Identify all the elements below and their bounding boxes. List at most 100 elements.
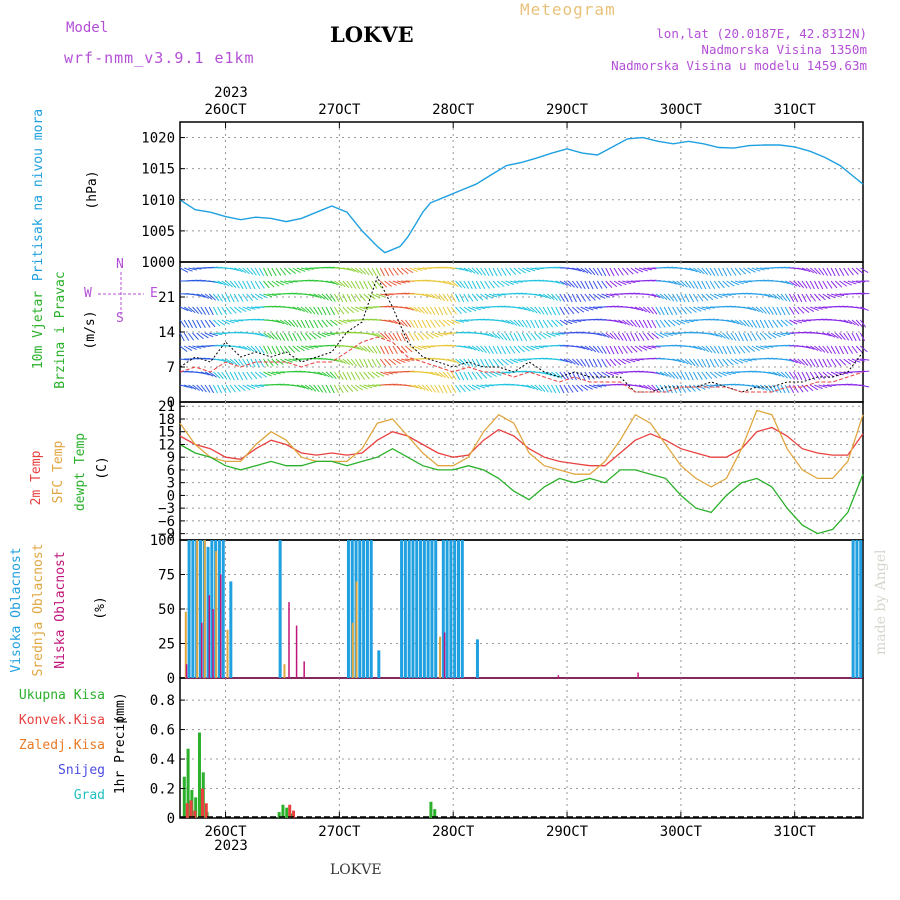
wind-barb	[238, 306, 247, 312]
wind-compass: N S W E	[84, 257, 158, 326]
wind-barb	[851, 267, 859, 275]
wind-barb	[601, 293, 611, 298]
wind-barb	[818, 280, 824, 290]
wind-barb	[209, 332, 218, 337]
wind-barb	[492, 280, 500, 288]
wind-barb	[684, 293, 690, 303]
wind-barb	[692, 293, 699, 302]
wind-barb	[538, 306, 545, 315]
wind-barb	[855, 267, 864, 274]
wind-barb	[818, 293, 826, 301]
wind-barb	[213, 280, 223, 285]
wind-barb	[367, 267, 374, 276]
wind-barb	[188, 267, 198, 271]
wind-barb	[388, 371, 398, 374]
wind-barb	[254, 371, 263, 379]
total-precip-bar	[197, 732, 201, 818]
wind-barb	[471, 358, 478, 368]
wind-barb	[768, 332, 777, 339]
wind-barb	[860, 345, 868, 353]
wind-barb	[605, 345, 611, 355]
wind-barb	[200, 371, 210, 376]
wind-barb	[426, 293, 435, 299]
wind-barb	[805, 371, 811, 381]
wind-barb	[797, 293, 803, 303]
wind-barb	[701, 280, 707, 290]
wind-barb	[430, 384, 437, 393]
model-version: wrf-nmm_v3.9.1 e1km	[64, 49, 255, 67]
wind-barb	[797, 319, 807, 323]
wind-barb	[225, 293, 231, 303]
wind-barb	[705, 267, 712, 276]
wind-barb	[450, 371, 457, 380]
wind-barb	[672, 306, 678, 316]
wind-barb	[492, 293, 502, 297]
wind-barb	[275, 267, 282, 276]
wind-barb	[743, 345, 751, 353]
wind-barb	[484, 332, 494, 338]
wind-barb	[588, 384, 598, 389]
wind-barb	[204, 371, 214, 377]
high-cloud-bar	[475, 639, 479, 678]
low-cloud-bar	[443, 632, 446, 678]
wind-barb	[229, 358, 238, 366]
wind-barb	[730, 280, 740, 286]
wind-barb	[367, 293, 376, 300]
wind-barb	[630, 319, 637, 328]
wind-barb	[659, 384, 666, 393]
wind-barb	[513, 345, 521, 354]
wind-barb	[734, 332, 741, 342]
wind-barb	[204, 293, 213, 300]
wind-barb	[801, 306, 810, 313]
wind-barb	[459, 267, 469, 272]
wind-barb	[538, 319, 544, 329]
wind-barb	[609, 280, 618, 288]
wind-barb	[267, 332, 275, 340]
wind-barb	[196, 306, 203, 315]
wind-barb	[730, 319, 740, 325]
wind-barb	[500, 332, 508, 341]
wind-barb	[401, 306, 411, 310]
wind-barb	[672, 319, 681, 326]
wind-barb	[651, 345, 661, 348]
wind-barb	[438, 384, 444, 394]
compass-w-label: W	[84, 286, 92, 301]
wind-barb	[237, 371, 244, 381]
wind-barb	[309, 332, 317, 340]
wind-barb	[651, 371, 661, 375]
wind-barb	[839, 280, 848, 287]
wind-barb	[597, 384, 607, 387]
wind-barb	[713, 345, 720, 354]
y-tick-label: 0	[167, 488, 175, 504]
wind-barb	[371, 293, 381, 299]
wind-barb	[759, 384, 768, 391]
wind-barb	[409, 306, 418, 312]
wind-barb	[455, 371, 461, 381]
wind-barb	[455, 319, 465, 323]
wind-barb	[596, 345, 604, 354]
wind-barb	[693, 267, 702, 274]
wind-barb	[196, 332, 204, 340]
wind-barb	[346, 319, 356, 322]
cloud-title-2: Srednja Oblacnost	[31, 543, 46, 676]
wind-barb	[839, 332, 846, 341]
wind-barb	[463, 345, 473, 350]
y-tick-label: 1010	[141, 193, 175, 209]
wind-barb	[221, 293, 227, 303]
wind-barb	[300, 384, 310, 390]
wind-barb	[371, 345, 378, 354]
wind-barb	[739, 358, 748, 363]
wind-barb	[659, 306, 665, 316]
wind-barb	[526, 267, 536, 272]
wind-barb	[551, 306, 557, 316]
wind-barb	[350, 345, 360, 350]
wind-barb	[475, 280, 481, 290]
conv-precip-bar	[288, 804, 292, 818]
wind-barb	[430, 332, 439, 338]
wind-barb	[451, 358, 460, 364]
temp-title-1: 2m Temp	[29, 450, 44, 505]
wind-barb	[288, 358, 298, 362]
wind-barb	[651, 293, 661, 298]
wind-barb	[413, 345, 423, 351]
wind-barb	[526, 332, 532, 341]
